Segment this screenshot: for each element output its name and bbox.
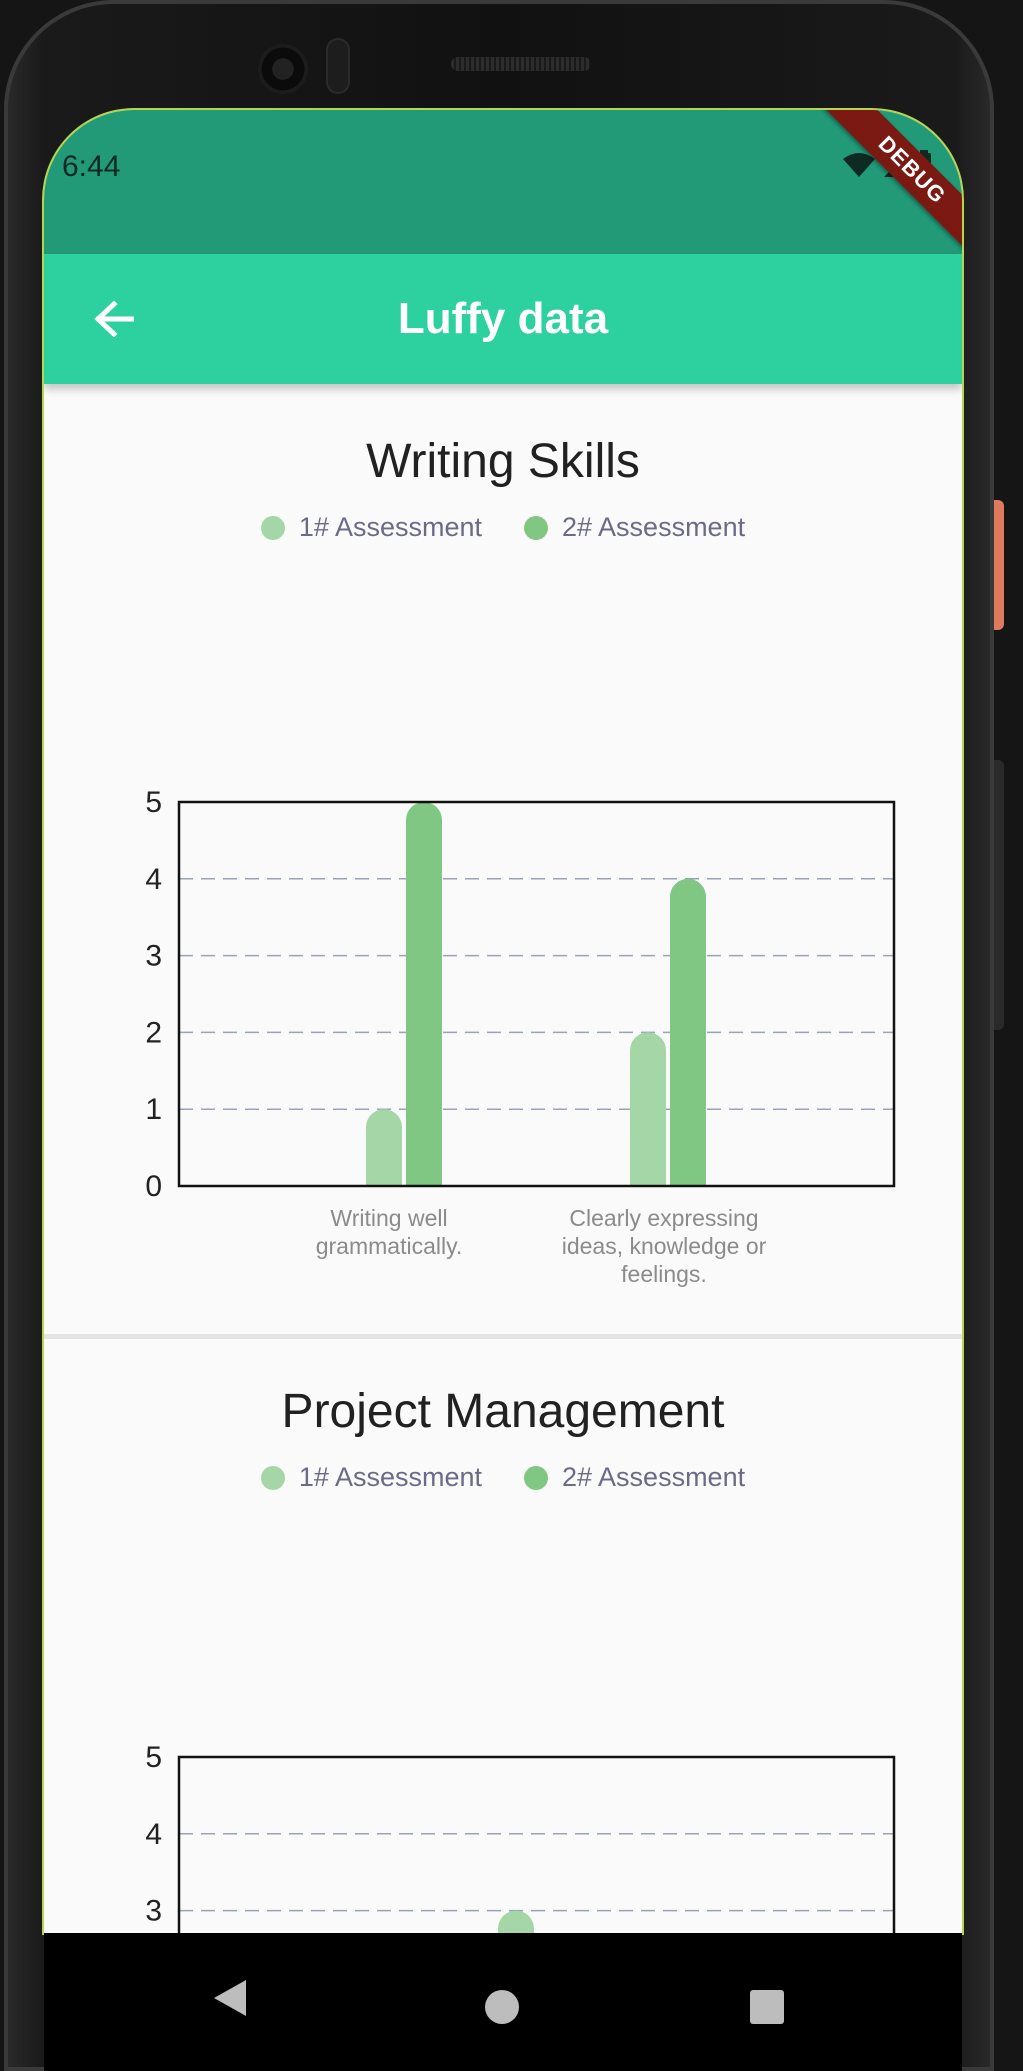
- legend-label: 1# Assessment: [298, 512, 482, 542]
- chart-section-writing: 0 1 2 3 4 5 Writing Skills 1# Assessment 2# A…: [44, 384, 962, 1334]
- wifi-icon: [843, 153, 875, 177]
- y-tick-label: 1: [145, 1093, 162, 1126]
- debug-banner: DEBUG: [814, 110, 962, 268]
- bar: [630, 1032, 666, 1186]
- bar: [366, 1109, 402, 1186]
- x-tick-label: Clearly expressing ideas, knowledge or f…: [544, 1204, 784, 1288]
- legend-item: 1# Assessment: [260, 512, 482, 543]
- legend-label: 2# Assessment: [562, 512, 746, 542]
- plot-border: [177, 1755, 896, 1933]
- nav-recent-icon[interactable]: [750, 1990, 784, 2024]
- proximity-sensor: [326, 38, 350, 94]
- legend-dot-icon: [524, 1465, 548, 1490]
- x-tick-line: Writing well: [330, 1205, 448, 1231]
- x-tick-line: ideas, knowledge or: [561, 1233, 767, 1259]
- chart-title: Writing Skills: [366, 435, 640, 488]
- legend-label: 1# Assessment: [298, 1462, 482, 1492]
- chart-legend: 1# Assessment 2# Assessment: [44, 1462, 962, 1493]
- bar-base: [630, 1168, 666, 1186]
- volume-button[interactable]: [994, 760, 1004, 1030]
- y-tick-label: 2: [145, 1016, 162, 1049]
- y-tick-label: 3: [145, 1895, 162, 1928]
- legend-item: 2# Assessment: [524, 512, 745, 543]
- system-nav-bar: [44, 1933, 962, 2071]
- x-tick-line: grammatically.: [315, 1233, 463, 1259]
- y-tick-label: 4: [145, 863, 162, 896]
- app-bar: Luffy data: [44, 254, 962, 384]
- legend-dot-icon: [260, 515, 285, 540]
- y-tick-label: 3: [145, 940, 162, 973]
- y-tick-label: 5: [145, 786, 162, 819]
- nav-home-icon[interactable]: [485, 1990, 519, 2024]
- bar: [670, 878, 706, 1186]
- legend-item: 2# Assessment: [524, 1462, 745, 1493]
- status-time: 6:44: [62, 150, 121, 183]
- chart-writing-skills: 0 1 2 3 4 5: [145, 786, 896, 1203]
- y-tick-label: 5: [145, 1741, 162, 1774]
- bar-base: [366, 1168, 402, 1186]
- bar-base: [406, 1168, 442, 1186]
- plot-border: [177, 800, 896, 1188]
- legend-item: 1# Assessment: [260, 1462, 482, 1493]
- earpiece-speaker: [451, 57, 591, 71]
- bar-base: [670, 1168, 706, 1186]
- bar: [498, 1910, 534, 1933]
- status-bar: 6:44 DEBUG: [44, 110, 962, 268]
- power-button[interactable]: [994, 500, 1004, 630]
- legend-label: 2# Assessment: [562, 1462, 746, 1492]
- x-tick-label: Writing well grammatically.: [289, 1204, 489, 1260]
- front-camera: [258, 44, 308, 94]
- y-tick-label: 0: [145, 1170, 162, 1203]
- section-divider: [44, 1334, 962, 1339]
- y-tick-label: 4: [145, 1818, 162, 1851]
- legend-dot-icon: [260, 1465, 285, 1490]
- bar: [406, 802, 442, 1186]
- page-title: Luffy data: [397, 294, 609, 343]
- content-scroll[interactable]: 0 1 2 3 4 5 Writing Skills 1# Assessment 2# A…: [44, 384, 962, 1933]
- x-tick-line: feelings.: [621, 1261, 707, 1287]
- chart-title: Project Management: [281, 1385, 725, 1438]
- nav-back-icon[interactable]: [212, 1978, 248, 2018]
- arrow-left-icon: [94, 301, 134, 337]
- back-button[interactable]: [84, 289, 144, 349]
- legend-dot-icon: [524, 515, 548, 540]
- x-tick-line: Clearly expressing: [569, 1205, 759, 1231]
- chart-legend: 1# Assessment 2# Assessment: [44, 512, 962, 543]
